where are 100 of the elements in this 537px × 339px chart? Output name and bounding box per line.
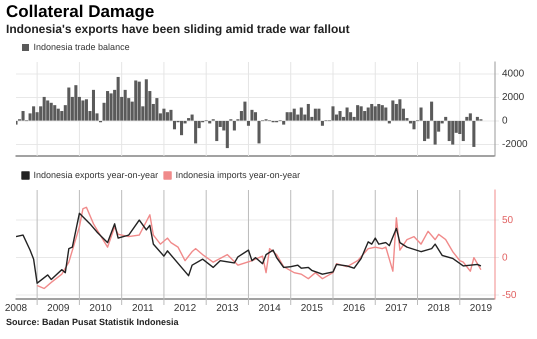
bar xyxy=(106,91,110,121)
bar xyxy=(331,106,335,121)
bar xyxy=(380,105,384,121)
y-tick-label: -50 xyxy=(502,290,517,301)
bar xyxy=(187,118,190,121)
chart-title: Collateral Damage xyxy=(6,2,156,22)
bar xyxy=(423,120,426,142)
y-tick-label: -2000 xyxy=(502,139,528,150)
bar xyxy=(451,120,454,145)
y-tick-label: 50 xyxy=(502,214,514,226)
bar xyxy=(388,120,391,124)
bar xyxy=(282,120,286,125)
bar xyxy=(306,104,310,121)
bar xyxy=(162,108,166,121)
bar xyxy=(250,110,254,121)
bar xyxy=(398,99,402,121)
bar xyxy=(374,106,377,121)
bar xyxy=(144,79,148,121)
bar xyxy=(46,100,50,121)
bar xyxy=(317,108,320,121)
bar xyxy=(172,120,176,130)
bar xyxy=(81,100,84,121)
bar xyxy=(138,82,141,121)
bar xyxy=(254,112,258,121)
bar xyxy=(110,93,113,121)
bar xyxy=(338,111,342,121)
bar xyxy=(84,99,88,121)
bar xyxy=(226,120,229,148)
x-tick-label: 2009 xyxy=(47,302,70,314)
bar xyxy=(377,104,380,121)
bar xyxy=(289,112,292,121)
bar xyxy=(430,102,434,121)
bar xyxy=(468,113,472,121)
bar xyxy=(448,120,451,142)
bar xyxy=(215,120,218,142)
bar xyxy=(208,120,212,124)
x-tick-label: 2013 xyxy=(216,302,239,314)
bar xyxy=(166,112,169,121)
bar xyxy=(360,106,363,121)
bar xyxy=(476,116,479,121)
bar xyxy=(391,100,394,121)
bar xyxy=(465,116,468,121)
bar xyxy=(243,102,246,121)
x-tick-label: 2015 xyxy=(300,302,324,314)
bar xyxy=(346,107,349,121)
bar xyxy=(257,120,261,144)
x-tick-label: 2019 xyxy=(470,302,492,314)
bar xyxy=(412,120,416,130)
x-tick-label: 2012 xyxy=(174,302,197,314)
bar xyxy=(356,105,360,121)
bar xyxy=(169,110,172,121)
bar xyxy=(194,120,198,144)
x-tick-label: 2018 xyxy=(428,302,450,314)
x-tick-label: 2014 xyxy=(258,302,282,314)
bar xyxy=(384,107,388,121)
y-tick-label: 2000 xyxy=(502,92,525,103)
x-tick-label: 2016 xyxy=(342,302,366,314)
bar xyxy=(124,90,127,121)
bar xyxy=(22,111,25,121)
bar xyxy=(444,116,448,121)
bar xyxy=(394,104,398,121)
bar xyxy=(74,85,78,121)
bar xyxy=(53,105,56,121)
bar xyxy=(116,76,120,121)
y-tick-label: 0 xyxy=(502,116,508,126)
bar xyxy=(180,120,184,136)
bar xyxy=(246,120,250,126)
bar xyxy=(420,107,423,121)
bar xyxy=(67,88,70,121)
bar xyxy=(16,120,18,125)
bar xyxy=(366,107,370,121)
bar xyxy=(462,120,465,142)
bar xyxy=(320,120,324,126)
legend-label: Indonesia trade balance xyxy=(34,42,130,52)
bar xyxy=(190,114,194,121)
bar xyxy=(155,98,158,121)
bar xyxy=(32,106,36,121)
bar xyxy=(286,112,289,121)
x-tick-label: 2011 xyxy=(132,302,154,314)
bar xyxy=(426,120,430,139)
bar xyxy=(370,104,374,121)
source-note: Source: Badan Pusat Statistik Indonesia xyxy=(6,317,180,327)
y-tick-label: 4000 xyxy=(502,68,525,80)
bar xyxy=(472,120,476,147)
x-tick-label: 2017 xyxy=(385,302,408,314)
y-tick-label: 0 xyxy=(502,252,508,264)
chart-subtitle: Indonesia's exports have been sliding amid trade war fallout xyxy=(6,22,351,37)
x-tick-label: 2008 xyxy=(4,302,28,314)
bar xyxy=(42,96,46,121)
bar xyxy=(314,108,317,121)
x-tick-label: 2010 xyxy=(89,302,112,314)
legend-label: Indonesia imports year-on-year xyxy=(176,170,300,180)
bar xyxy=(434,120,437,145)
bar xyxy=(134,80,138,121)
bar xyxy=(292,108,296,121)
bar xyxy=(50,102,53,121)
legend-label: Indonesia exports year-on-year xyxy=(34,170,158,180)
bar xyxy=(92,90,96,121)
bar xyxy=(232,120,236,130)
bar xyxy=(300,107,303,121)
